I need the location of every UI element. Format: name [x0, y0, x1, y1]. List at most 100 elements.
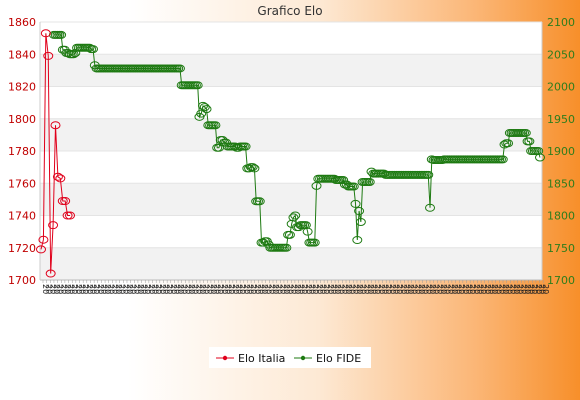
elo-italia-point — [60, 196, 71, 205]
x-tick-label: 20 — [158, 284, 167, 294]
right-tick-label: 2000 — [547, 81, 575, 94]
x-tick-label: 20 — [421, 284, 430, 294]
x-tick-label: 20 — [245, 284, 254, 294]
x-tick-label: 20 — [311, 284, 320, 294]
x-tick-label: 20 — [410, 284, 419, 294]
elo-fide-point — [364, 177, 375, 186]
legend-italia-marker — [222, 355, 228, 361]
right-tick-label: 1900 — [547, 145, 575, 158]
x-tick-label: 20 — [88, 284, 97, 294]
elo-fide-point — [293, 223, 304, 232]
x-tick-label: 20 — [267, 284, 276, 294]
x-tick-label: 20 — [154, 284, 163, 294]
x-tick-label: 20 — [472, 284, 481, 294]
elo-fide-point — [288, 213, 299, 222]
x-tick-label: 20 — [450, 284, 459, 294]
x-tick-label: 20 — [505, 284, 514, 294]
x-tick-label: 20 — [297, 284, 306, 294]
x-tick-label: 20 — [118, 284, 127, 294]
right-tick-label: 1750 — [547, 242, 575, 255]
elo-fide-series — [49, 30, 545, 252]
left-tick-label: 1760 — [8, 177, 36, 190]
x-tick-label: 20 — [238, 284, 247, 294]
x-tick-label: 20 — [56, 284, 65, 294]
x-tick-label: 20 — [202, 284, 211, 294]
x-tick-label: 20 — [41, 284, 50, 294]
x-tick-label: 20 — [70, 284, 79, 294]
x-tick-label: 20 — [384, 284, 393, 294]
x-tick-label: 20 — [165, 284, 174, 294]
right-tick-label: 1850 — [547, 177, 575, 190]
x-tick-label: 20 — [366, 284, 375, 294]
elo-fide-point — [88, 45, 99, 54]
elo-italia-point — [50, 121, 61, 130]
left-axis: 1700 1720 1740 1760 1780 1800 1820 1840 1860 — [8, 16, 36, 287]
x-tick-label: 20 — [140, 284, 149, 294]
x-tick-label: 20 — [465, 284, 474, 294]
x-tick-label: 20 — [446, 284, 455, 294]
elo-fide-point — [425, 203, 436, 212]
left-tick-label: 1780 — [8, 145, 36, 158]
x-tick-label: 20 — [457, 284, 466, 294]
x-tick-label: 20 — [92, 284, 101, 294]
x-tick-label: 20 — [216, 284, 225, 294]
x-tick-label: 20 — [377, 284, 386, 294]
x-tick-label: 20 — [191, 284, 200, 294]
grid-band — [40, 183, 542, 216]
x-tick-label: 20 — [348, 284, 357, 294]
x-tick-label: 20 — [227, 284, 236, 294]
elo-fide-point — [309, 238, 320, 247]
x-tick-label: 20 — [413, 284, 422, 294]
x-tick-label: 20 — [99, 284, 108, 294]
x-tick-label: 20 — [468, 284, 477, 294]
x-tick-label: 20 — [315, 284, 324, 294]
x-tick-label: 20 — [52, 284, 61, 294]
x-tick-label: 20 — [213, 284, 222, 294]
x-tick-label: 20 — [337, 284, 346, 294]
x-tick-label: 20 — [424, 284, 433, 294]
x-tick-label: 20 — [256, 284, 265, 294]
x-tick-label: 20 — [132, 284, 141, 294]
right-tick-label: 2100 — [547, 16, 575, 29]
x-tick-label: 20 — [527, 284, 536, 294]
elo-fide-point — [254, 197, 265, 206]
x-tick-label: 20 — [194, 284, 203, 294]
left-tick-label: 1720 — [8, 242, 36, 255]
x-tick-label: 20 — [399, 284, 408, 294]
elo-fide-point — [56, 30, 67, 39]
x-tick-label: 20 — [205, 284, 214, 294]
x-tick-label: 20 — [121, 284, 130, 294]
elo-fide-point — [503, 139, 514, 148]
legend-fide-marker — [300, 355, 306, 361]
x-tick-label: 20 — [439, 284, 448, 294]
x-tick-label: 20 — [278, 284, 287, 294]
x-tick-label: 20 — [136, 284, 145, 294]
elo-fide-point — [348, 182, 359, 191]
elo-fide-point — [240, 142, 251, 151]
x-tick-label: 20 — [249, 284, 258, 294]
x-tick-label: 20 — [486, 284, 495, 294]
right-tick-label: 1700 — [547, 274, 575, 287]
x-tick-label: 20 — [242, 284, 251, 294]
elo-fide-point — [174, 64, 185, 73]
x-tick-label: 20 — [538, 284, 547, 294]
elo-fide-point — [70, 48, 81, 57]
x-tick-label: 20 — [271, 284, 280, 294]
x-axis-ticks: 2020202020202020202020202020202020202020… — [41, 280, 550, 294]
left-tick-label: 1800 — [8, 113, 36, 126]
elo-fide-point — [524, 137, 535, 146]
x-tick-label: 20 — [523, 284, 532, 294]
elo-fide-point — [520, 128, 531, 137]
x-tick-label: 20 — [530, 284, 539, 294]
elo-fide-point — [497, 155, 508, 164]
x-tick-label: 20 — [391, 284, 400, 294]
right-tick-label: 1950 — [547, 113, 575, 126]
x-tick-label: 20 — [275, 284, 284, 294]
x-tick-label: 20 — [63, 284, 72, 294]
x-tick-label: 20 — [282, 284, 291, 294]
elo-fide-point — [535, 153, 545, 162]
x-tick-label: 20 — [308, 284, 317, 294]
x-tick-label: 20 — [355, 284, 364, 294]
x-tick-label: 20 — [143, 284, 152, 294]
x-tick-label: 20 — [359, 284, 368, 294]
